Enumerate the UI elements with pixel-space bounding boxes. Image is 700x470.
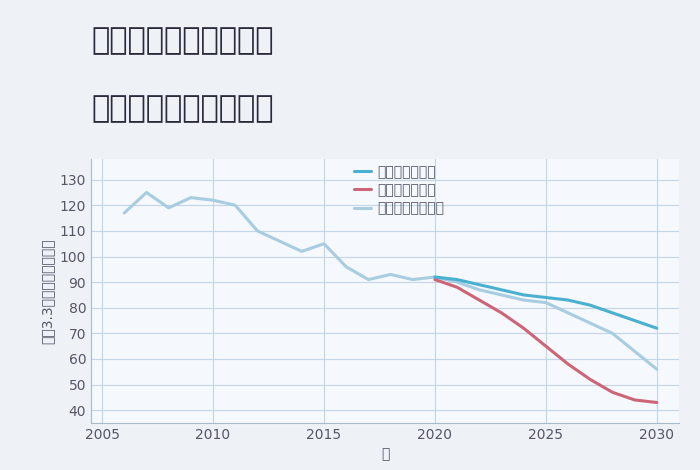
バッドシナリオ	[475, 297, 484, 303]
ノーマルシナリオ	[430, 274, 439, 280]
グッドシナリオ	[430, 274, 439, 280]
ノーマルシナリオ	[652, 367, 661, 372]
ノーマルシナリオ	[564, 310, 573, 316]
グッドシナリオ	[475, 282, 484, 288]
ノーマルシナリオ	[631, 348, 639, 354]
Text: 兵庫県加西市繁昌町の: 兵庫県加西市繁昌町の	[91, 26, 274, 55]
グッドシナリオ	[652, 325, 661, 331]
バッドシナリオ	[586, 376, 594, 382]
グッドシナリオ	[631, 318, 639, 323]
バッドシナリオ	[497, 310, 505, 316]
グッドシナリオ	[542, 295, 550, 300]
グッドシナリオ	[497, 287, 505, 293]
グッドシナリオ	[564, 297, 573, 303]
バッドシナリオ	[430, 277, 439, 282]
ノーマルシナリオ	[542, 300, 550, 306]
バッドシナリオ	[652, 400, 661, 405]
グッドシナリオ	[586, 302, 594, 308]
ノーマルシナリオ	[519, 297, 528, 303]
バッドシナリオ	[631, 397, 639, 403]
グッドシナリオ	[519, 292, 528, 298]
Y-axis label: 坪（3.3㎡）単価（万円）: 坪（3.3㎡）単価（万円）	[40, 238, 54, 344]
バッドシナリオ	[564, 361, 573, 367]
グッドシナリオ	[453, 277, 461, 282]
ノーマルシナリオ	[586, 320, 594, 326]
Line: ノーマルシナリオ: ノーマルシナリオ	[435, 277, 657, 369]
ノーマルシナリオ	[475, 287, 484, 293]
バッドシナリオ	[519, 325, 528, 331]
バッドシナリオ	[453, 284, 461, 290]
ノーマルシナリオ	[453, 279, 461, 285]
バッドシナリオ	[608, 390, 617, 395]
グッドシナリオ	[608, 310, 617, 316]
Legend: グッドシナリオ, バッドシナリオ, ノーマルシナリオ: グッドシナリオ, バッドシナリオ, ノーマルシナリオ	[350, 161, 449, 219]
Line: グッドシナリオ: グッドシナリオ	[435, 277, 657, 328]
バッドシナリオ	[542, 344, 550, 349]
ノーマルシナリオ	[497, 292, 505, 298]
X-axis label: 年: 年	[381, 447, 389, 462]
ノーマルシナリオ	[608, 330, 617, 336]
Line: バッドシナリオ: バッドシナリオ	[435, 280, 657, 402]
Text: 中古戸建ての価格推移: 中古戸建ての価格推移	[91, 94, 274, 123]
